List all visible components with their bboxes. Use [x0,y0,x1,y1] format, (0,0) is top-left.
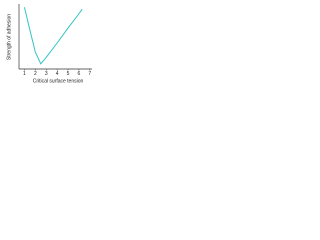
x-tick-label: 5 [67,71,70,77]
chart: Critical surface tension Strength of adh… [6,4,92,84]
x-tick-label: 6 [78,71,81,77]
x-tick-label: 1 [23,71,26,77]
x-axis-label: Critical surface tension [33,78,84,84]
x-tick-label: 2 [34,71,37,77]
line [23,7,83,65]
y-axis-label: Strength of adhesion [6,14,12,60]
x-tick-label: 3 [45,71,48,77]
x-tick-label: 4 [56,71,59,77]
x-tick-label: 7 [88,71,91,77]
